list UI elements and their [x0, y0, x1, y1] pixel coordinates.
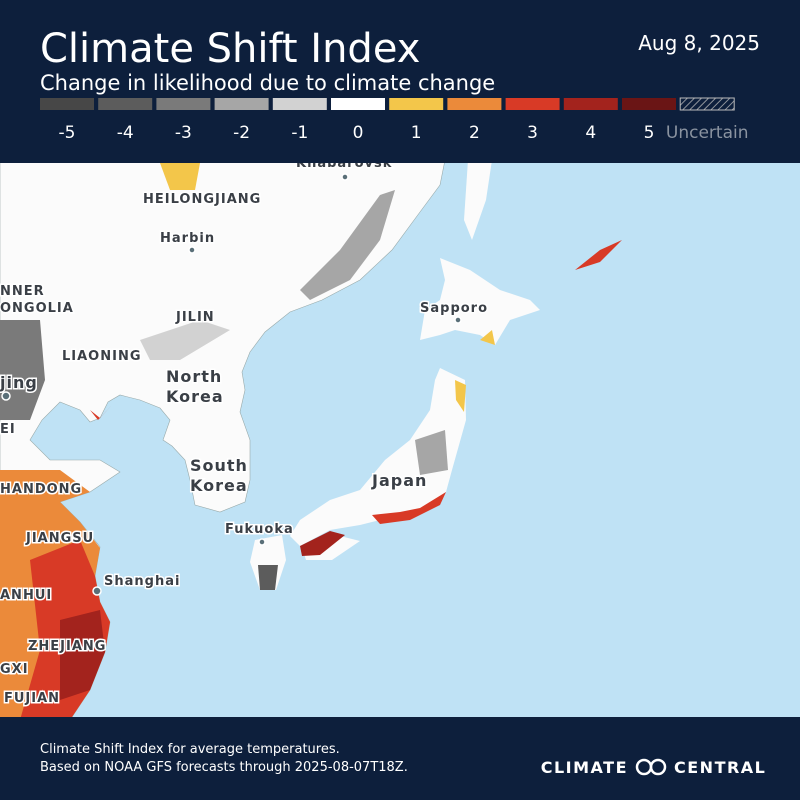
logo-icon	[635, 758, 667, 776]
legend-label: 1	[411, 123, 422, 143]
legend-swatch	[156, 98, 211, 110]
map-label: JILIN	[175, 310, 215, 325]
heat-patches	[0, 163, 622, 717]
city-dots	[1, 173, 462, 596]
legend-swatch	[563, 98, 618, 110]
map-label: Sapporo	[420, 301, 488, 316]
legend-swatch	[40, 98, 94, 110]
legend-swatch	[214, 98, 269, 110]
map-label: jing	[0, 373, 38, 392]
legend-label: Uncertain	[666, 123, 749, 143]
map: Khabarovsk HEILONGJIANG Harbin NNER ONGO…	[0, 156, 800, 717]
legend-label: 3	[527, 123, 538, 143]
sakhalin	[464, 163, 492, 240]
footer-note: Climate Shift Index for average temperat…	[40, 742, 340, 757]
map-label: South	[190, 456, 248, 475]
legend-label: 0	[353, 123, 364, 143]
map-label: HANDONG	[0, 482, 82, 497]
map-label: ZHEJIANG	[28, 639, 106, 654]
legend-label: -4	[117, 123, 134, 143]
legend-swatch	[331, 98, 385, 110]
date: Aug 8, 2025	[638, 31, 760, 55]
legend-label: -3	[175, 123, 192, 143]
legend-label: 2	[469, 123, 480, 143]
map-label: Harbin	[160, 231, 215, 246]
map-label: GXI	[0, 662, 29, 677]
legend-swatch	[447, 98, 502, 110]
map-label: LIAONING	[62, 349, 142, 364]
legend-swatch	[622, 98, 676, 110]
map-label: Shanghai	[104, 574, 180, 589]
map-label: JIANGSU	[25, 531, 94, 546]
map-label: Japan	[371, 471, 427, 490]
map-label: FUJIAN	[4, 691, 60, 706]
map-label: HEILONGJIANG	[143, 192, 261, 207]
map-label: ONGOLIA	[0, 301, 74, 316]
map-label: ANHUI	[0, 588, 52, 603]
honshu	[290, 368, 466, 546]
legend-label: -1	[291, 123, 308, 143]
legend-label: -2	[233, 123, 250, 143]
logo-text: CLIMATE	[541, 758, 628, 777]
map-label: Khabarovsk	[296, 156, 392, 171]
legend-swatch	[505, 98, 560, 110]
legend-swatch	[679, 97, 735, 111]
legend-label: 5	[644, 123, 655, 143]
legend-label: 4	[585, 123, 596, 143]
map-label: North	[166, 367, 222, 386]
legend: -5 -4 -3 -2 -1 0 1 2 3 4 5 Uncertain	[40, 97, 749, 143]
logo-text: CENTRAL	[674, 758, 766, 777]
legend-swatch	[272, 98, 327, 110]
hokkaido	[420, 258, 540, 345]
title: Climate Shift Index	[40, 26, 420, 72]
map-label: Korea	[166, 387, 224, 406]
map-label: EI	[0, 422, 16, 437]
map-label: Fukuoka	[225, 522, 294, 537]
footer-note: Based on NOAA GFS forecasts through 2025…	[40, 760, 408, 775]
legend-swatch	[98, 98, 153, 110]
legend-swatch	[389, 98, 444, 110]
map-label: Korea	[190, 476, 248, 495]
legend-label: -5	[59, 123, 76, 143]
map-label: NNER	[0, 284, 45, 299]
subtitle: Change in likelihood due to climate chan…	[40, 71, 495, 95]
